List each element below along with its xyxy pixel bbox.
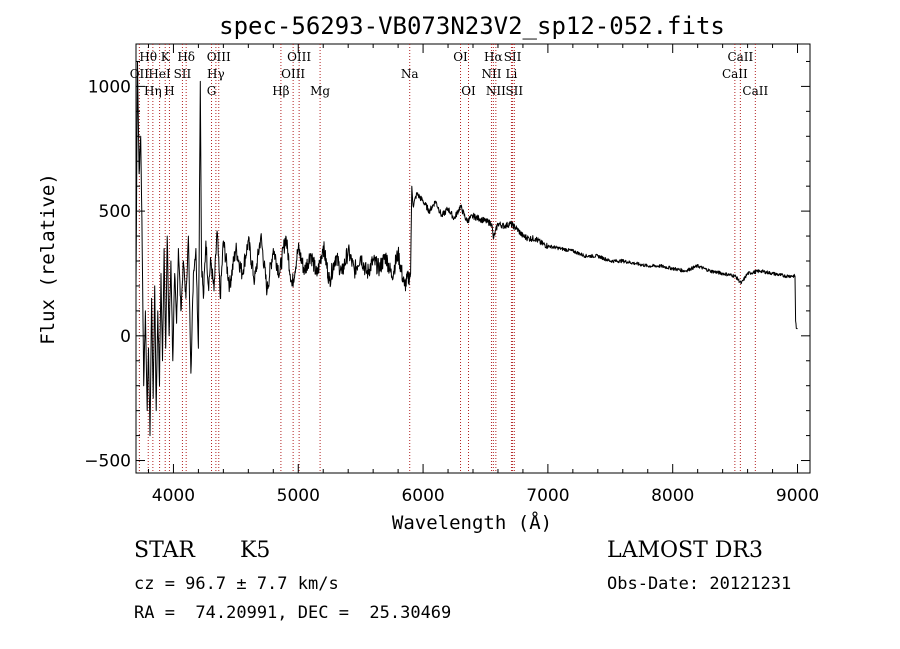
spectral-line-label: Hη bbox=[144, 84, 162, 98]
x-tick-label: 5000 bbox=[277, 486, 320, 506]
x-tick-label: 7000 bbox=[526, 486, 569, 506]
spectral-line-label: Mg bbox=[310, 84, 330, 98]
spectral-line-label: H bbox=[164, 84, 174, 98]
spectral-line-label: CaII bbox=[742, 84, 768, 98]
spectral-line-label: NII bbox=[486, 84, 506, 98]
flux-series-line bbox=[135, 61, 798, 437]
spectral-line-label: Li bbox=[506, 67, 518, 81]
x-tick-label: 6000 bbox=[401, 486, 444, 506]
spectral-line-label: Hγ bbox=[207, 67, 225, 81]
spectral-line-label: Hδ bbox=[177, 50, 195, 64]
chart-title: spec-56293-VB073N23V2_sp12-052.fits bbox=[219, 12, 725, 40]
spectral-line-label: SII bbox=[504, 50, 522, 64]
x-tick-label: 4000 bbox=[152, 486, 195, 506]
spectral-line-label: SII bbox=[174, 67, 192, 81]
spectral-line-label: OIII bbox=[287, 50, 311, 64]
spectral-line-label: OIII bbox=[281, 67, 305, 81]
x-tick-label: 8000 bbox=[651, 486, 694, 506]
spectral-line-label: Hα bbox=[484, 50, 503, 64]
spectral-line-label: G bbox=[207, 84, 217, 98]
object-class: STAR bbox=[134, 538, 195, 563]
spectral-line-label: OI bbox=[461, 84, 476, 98]
x-axis-label: Wavelength (Å) bbox=[392, 511, 552, 534]
y-tick-label: 0 bbox=[120, 327, 131, 347]
spectral-line-label: Hβ bbox=[272, 84, 289, 98]
axis-ticks bbox=[136, 44, 810, 473]
spectral-line-label: K bbox=[161, 50, 171, 64]
obs-date: Obs-Date: 20121231 bbox=[607, 574, 792, 594]
y-tick-label: 1000 bbox=[88, 77, 131, 97]
spectral-line-markers bbox=[138, 44, 756, 473]
spectral-line-label: CaII bbox=[722, 67, 748, 81]
redshift-cz: cz = 96.7 ± 7.7 km/s bbox=[134, 574, 339, 594]
object-subclass: K5 bbox=[240, 538, 271, 563]
spectral-line-label: CaII bbox=[727, 50, 753, 64]
spectral-line-label: OII bbox=[130, 67, 150, 81]
spectral-line-label: NII bbox=[481, 67, 501, 81]
spectral-line-label: OIII bbox=[207, 50, 231, 64]
spectral-line-label: OI bbox=[453, 50, 468, 64]
y-tick-label: 500 bbox=[99, 202, 131, 222]
y-axis-label: Flux (relative) bbox=[37, 173, 59, 345]
spectral-line-label: Hθ bbox=[139, 50, 157, 64]
x-tick-label: 9000 bbox=[776, 486, 819, 506]
survey-label: LAMOST DR3 bbox=[607, 538, 763, 563]
spectral-line-label: SII bbox=[505, 84, 523, 98]
y-tick-label: −500 bbox=[84, 452, 131, 472]
spectral-line-label: HeI bbox=[148, 67, 171, 81]
axis-tick-labels: 4000 5000 6000 7000 8000 9000 −500 0 500 1000 bbox=[84, 77, 819, 506]
coordinates: RA = 74.20991, DEC = 25.30469 bbox=[134, 603, 452, 623]
spectral-line-label: Na bbox=[401, 67, 419, 81]
